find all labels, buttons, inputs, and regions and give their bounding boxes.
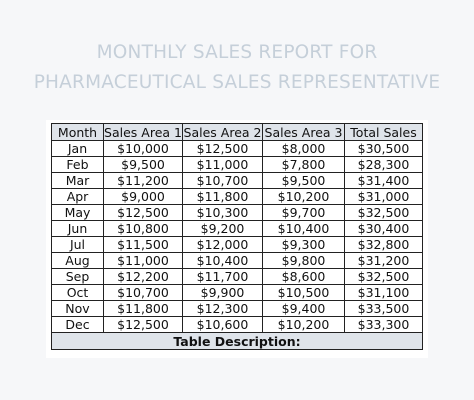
cell-sales-area-2: $10,400	[182, 252, 263, 269]
cell-sales-area-1: $12,500	[103, 316, 183, 333]
cell-sales-area-3: $10,500	[262, 284, 345, 301]
cell-sales-area-1: $12,200	[103, 268, 183, 285]
cell-total-sales: $32,500	[344, 268, 423, 285]
cell-sales-area-1: $12,500	[103, 204, 183, 221]
cell-sales-area-3: $10,400	[262, 220, 345, 237]
cell-total-sales: $33,300	[344, 316, 423, 333]
cell-sales-area-2: $9,900	[182, 284, 263, 301]
cell-sales-area-1: $9,000	[103, 188, 183, 205]
cell-month: Nov	[51, 300, 104, 317]
cell-sales-area-3: $9,800	[262, 252, 345, 269]
cell-sales-area-1: $11,000	[103, 252, 183, 269]
table-row: Jan $10,000 $12,500 $8,000 $30,500	[51, 140, 423, 157]
cell-sales-area-3: $9,300	[262, 236, 345, 253]
cell-total-sales: $31,000	[344, 188, 423, 205]
table-row: Jul $11,500 $12,000 $9,300 $32,800	[51, 236, 423, 253]
header-sales-area-2: Sales Area 2	[182, 123, 263, 141]
cell-month: Jun	[51, 220, 104, 237]
cell-month: Feb	[51, 156, 104, 173]
table-description-row: Table Description:	[51, 332, 423, 350]
cell-month: Dec	[51, 316, 104, 333]
report-title-line1: MONTHLY SALES REPORT FOR	[96, 42, 378, 63]
cell-month: Oct	[51, 284, 104, 301]
cell-sales-area-1: $10,800	[103, 220, 183, 237]
cell-sales-area-3: $8,600	[262, 268, 345, 285]
cell-total-sales: $32,500	[344, 204, 423, 221]
cell-sales-area-3: $8,000	[262, 140, 345, 157]
cell-total-sales: $31,400	[344, 172, 423, 189]
cell-total-sales: $31,200	[344, 252, 423, 269]
cell-total-sales: $31,100	[344, 284, 423, 301]
cell-month: May	[51, 204, 104, 221]
header-month: Month	[51, 123, 104, 141]
cell-sales-area-1: $11,500	[103, 236, 183, 253]
cell-sales-area-2: $10,700	[182, 172, 263, 189]
cell-sales-area-3: $7,800	[262, 156, 345, 173]
cell-sales-area-2: $11,700	[182, 268, 263, 285]
cell-sales-area-2: $11,000	[182, 156, 263, 173]
table-row: May $12,500 $10,300 $9,700 $32,500	[51, 204, 423, 221]
table-row: Sep $12,200 $11,700 $8,600 $32,500	[51, 268, 423, 285]
cell-total-sales: $28,300	[344, 156, 423, 173]
cell-total-sales: $32,800	[344, 236, 423, 253]
cell-sales-area-1: $9,500	[103, 156, 183, 173]
cell-sales-area-2: $10,600	[182, 316, 263, 333]
table-row: Jun $10,800 $9,200 $10,400 $30,400	[51, 220, 423, 237]
table-description-label: Table Description:	[51, 332, 423, 350]
cell-month: Apr	[51, 188, 104, 205]
table-row: Apr $9,000 $11,800 $10,200 $31,000	[51, 188, 423, 205]
cell-sales-area-1: $11,800	[103, 300, 183, 317]
cell-sales-area-1: $11,200	[103, 172, 183, 189]
cell-sales-area-3: $10,200	[262, 316, 345, 333]
cell-sales-area-2: $9,200	[182, 220, 263, 237]
header-sales-area-3: Sales Area 3	[262, 123, 345, 141]
sales-table: Month Sales Area 1 Sales Area 2 Sales Ar…	[51, 123, 423, 350]
cell-month: Jul	[51, 236, 104, 253]
header-sales-area-1: Sales Area 1	[103, 123, 183, 141]
cell-sales-area-2: $10,300	[182, 204, 263, 221]
cell-sales-area-3: $9,500	[262, 172, 345, 189]
table-row: Mar $11,200 $10,700 $9,500 $31,400	[51, 172, 423, 189]
table-row: Nov $11,800 $12,300 $9,400 $33,500	[51, 300, 423, 317]
table-row: Oct $10,700 $9,900 $10,500 $31,100	[51, 284, 423, 301]
table-row: Aug $11,000 $10,400 $9,800 $31,200	[51, 252, 423, 269]
cell-month: Jan	[51, 140, 104, 157]
cell-sales-area-2: $12,500	[182, 140, 263, 157]
cell-sales-area-2: $12,000	[182, 236, 263, 253]
table-row: Dec $12,500 $10,600 $10,200 $33,300	[51, 316, 423, 333]
cell-month: Sep	[51, 268, 104, 285]
cell-sales-area-3: $9,400	[262, 300, 345, 317]
cell-month: Mar	[51, 172, 104, 189]
cell-total-sales: $30,500	[344, 140, 423, 157]
cell-sales-area-2: $11,800	[182, 188, 263, 205]
table-header-row: Month Sales Area 1 Sales Area 2 Sales Ar…	[51, 123, 423, 141]
cell-total-sales: $33,500	[344, 300, 423, 317]
cell-sales-area-3: $9,700	[262, 204, 345, 221]
cell-month: Aug	[51, 252, 104, 269]
cell-sales-area-1: $10,000	[103, 140, 183, 157]
cell-sales-area-3: $10,200	[262, 188, 345, 205]
report-title-line2: PHARMACEUTICAL SALES REPRESENTATIVE	[33, 72, 441, 93]
cell-total-sales: $30,400	[344, 220, 423, 237]
cell-sales-area-1: $10,700	[103, 284, 183, 301]
table-row: Feb $9,500 $11,000 $7,800 $28,300	[51, 156, 423, 173]
header-total-sales: Total Sales	[344, 123, 423, 141]
cell-sales-area-2: $12,300	[182, 300, 263, 317]
